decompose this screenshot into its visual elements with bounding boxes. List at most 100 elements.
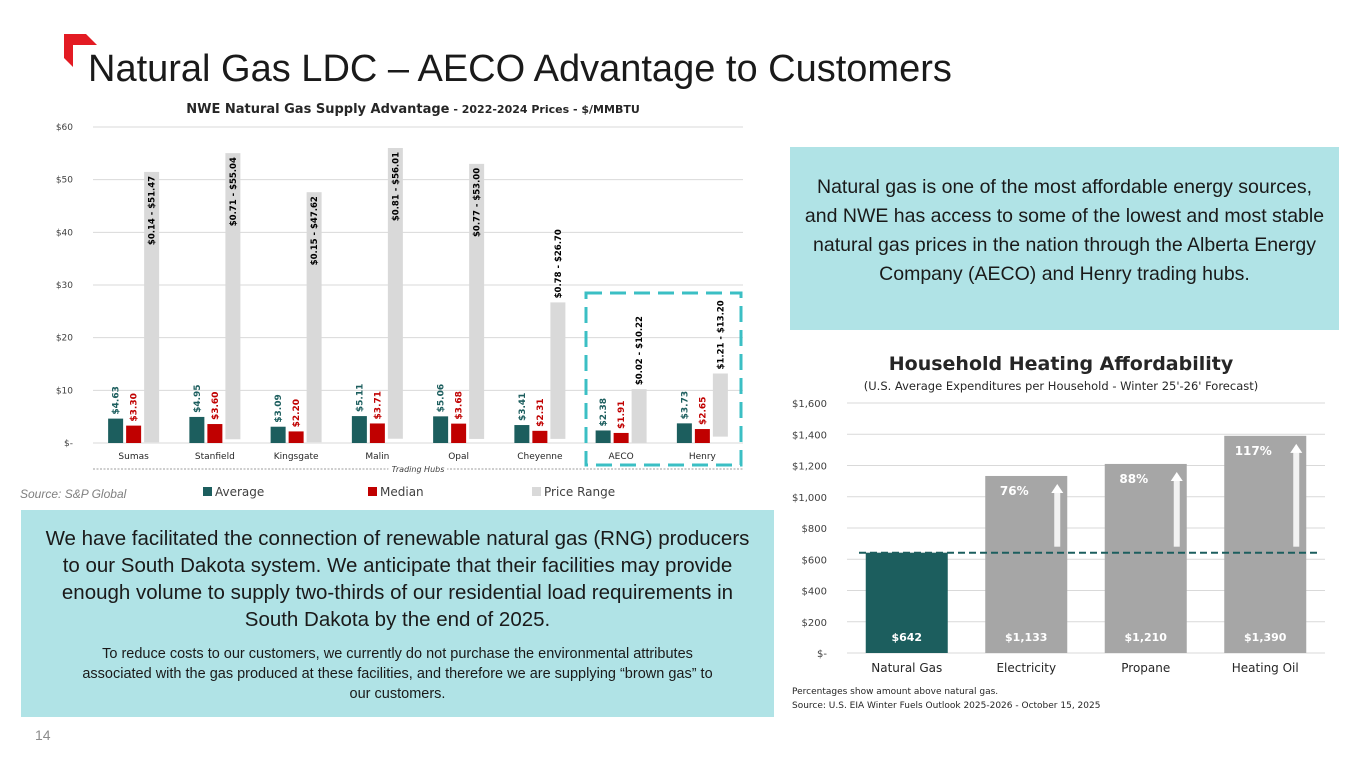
chart2-bar xyxy=(1224,435,1307,653)
chart1-category-label: AECO xyxy=(609,452,634,462)
chart2-value-label: $1,210 xyxy=(1125,631,1168,644)
chart1-xaxis-label: Trading Hubs xyxy=(392,465,445,474)
chart1-label-price-range: $1.21 - $13.20 xyxy=(716,300,726,369)
chart2-bar xyxy=(865,552,948,653)
chart1-bar-average xyxy=(351,416,367,443)
chart1-bar-average xyxy=(108,418,124,443)
chart2-value-label: $642 xyxy=(891,631,922,644)
chart1-bar-median xyxy=(288,431,304,443)
chart1-label-price-range: $0.15 - $47.62 xyxy=(310,196,320,265)
chart1-bar-price-range xyxy=(306,192,322,443)
slide-title: Natural Gas LDC – AECO Advantage to Cust… xyxy=(88,48,952,90)
chart2-ytick-label: $800 xyxy=(802,524,827,535)
chart2-ytick-label: $1,400 xyxy=(792,430,827,441)
chart1-bar-median xyxy=(613,432,629,443)
rng-callout-panel: We have facilitated the connection of re… xyxy=(21,510,774,717)
chart1-label-average: $3.41 xyxy=(518,393,528,421)
chart1-label-median: $2.31 xyxy=(536,398,546,426)
chart2-percent-label: 117% xyxy=(1235,444,1272,458)
chart2-ytick-label: $1,600 xyxy=(792,399,827,410)
chart1-category-label: Henry xyxy=(689,452,717,462)
chart2-category-label: Natural Gas xyxy=(871,661,942,675)
chart1-bar-median xyxy=(694,429,710,443)
chart2-category-label: Heating Oil xyxy=(1232,661,1299,675)
chart2-value-label: $1,390 xyxy=(1244,631,1287,644)
chart1-legend-label: Median xyxy=(380,485,424,499)
chart1-bar-price-range xyxy=(469,163,485,439)
chart1-ytick-label: $50 xyxy=(56,176,73,186)
chart1-bar-price-range xyxy=(387,148,403,439)
heating-affordability-chart: Household Heating Affordability (U.S. Av… xyxy=(792,353,1325,711)
chart2-ytick-label: $400 xyxy=(802,587,827,598)
chart1-bar-average xyxy=(270,426,286,443)
chart1-label-price-range: $0.02 - $10.22 xyxy=(635,316,645,385)
chart1-label-price-range: $0.77 - $53.00 xyxy=(473,168,483,237)
affordability-callout-panel: Natural gas is one of the most affordabl… xyxy=(790,147,1339,330)
chart1-category-label: Cheyenne xyxy=(517,452,563,462)
chart1-label-average: $5.06 xyxy=(437,384,447,412)
chart1-legend-swatch xyxy=(203,487,212,496)
chart2-percent-label: 88% xyxy=(1119,472,1148,486)
chart1-bar-median xyxy=(126,425,142,443)
chart1-label-price-range: $0.14 - $51.47 xyxy=(148,176,158,245)
chart1-label-price-range: $0.81 - $56.01 xyxy=(391,152,401,221)
chart2-source: Source: U.S. EIA Winter Fuels Outlook 20… xyxy=(792,701,1100,711)
rng-callout-main-text: We have facilitated the connection of re… xyxy=(45,527,750,631)
chart1-bar-median xyxy=(451,423,467,443)
chart1-bar-median xyxy=(532,430,548,443)
chart1-label-average: $4.63 xyxy=(112,386,122,414)
chart1-label-average: $2.38 xyxy=(599,398,609,426)
chart2-category-label: Propane xyxy=(1121,661,1170,675)
chart2-ytick-label: $200 xyxy=(802,618,827,629)
chart2-increase-arrow-icon xyxy=(1290,443,1303,453)
chart1-bar-average xyxy=(595,430,611,443)
chart1-label-average: $3.73 xyxy=(680,391,690,419)
chart1-legend-label: Average xyxy=(215,485,264,499)
chart1-ytick-label: $- xyxy=(64,439,73,449)
chart1-label-price-range: $0.78 - $26.70 xyxy=(554,229,564,298)
chart1-legend-swatch xyxy=(532,487,541,496)
source-note: Source: S&P Global xyxy=(20,487,127,501)
chart1-bar-average xyxy=(189,416,205,443)
chart1-category-label: Stanfield xyxy=(195,452,235,462)
chart2-increase-arrow-shaft xyxy=(1054,491,1061,547)
chart1-bar-price-range xyxy=(144,171,160,443)
supply-advantage-chart: NWE Natural Gas Supply Advantage - 2022-… xyxy=(56,102,743,499)
chart2-ytick-label: $1,200 xyxy=(792,462,827,473)
chart2-increase-arrow-icon xyxy=(1051,483,1064,493)
rng-callout-note-text: To reduce costs to our customers, we cur… xyxy=(82,646,713,702)
chart1-label-median: $1.91 xyxy=(617,400,627,428)
chart2-ytick-label: $1,000 xyxy=(792,493,827,504)
chart2-increase-arrow-shaft xyxy=(1293,451,1300,547)
chart1-bar-average xyxy=(514,425,530,443)
chart1-title: NWE Natural Gas Supply Advantage - 2022-… xyxy=(186,102,640,117)
chart1-label-median: $3.60 xyxy=(211,392,221,420)
chart1-label-median: $3.68 xyxy=(455,391,465,419)
chart1-ytick-label: $40 xyxy=(56,228,73,238)
chart2-bar xyxy=(985,475,1068,653)
chart1-category-label: Opal xyxy=(448,452,469,462)
chart1-legend-label: Price Range xyxy=(544,485,615,499)
chart1-title-rest: - 2022-2024 Prices - $/MMBTU xyxy=(450,103,640,116)
chart2-footnote: Percentages show amount above natural ga… xyxy=(792,687,998,697)
aeco-henry-highlight-box xyxy=(584,291,743,467)
chart2-subtitle: (U.S. Average Expenditures per Household… xyxy=(864,379,1258,393)
chart1-ytick-label: $30 xyxy=(56,281,73,291)
chart1-bar-median xyxy=(369,423,385,443)
chart2-category-label: Electricity xyxy=(996,661,1056,675)
chart2-ytick-label: $- xyxy=(817,649,827,660)
chart1-ytick-label: $20 xyxy=(56,334,73,344)
chart1-bar-price-range xyxy=(712,373,728,437)
chart2-increase-arrow-shaft xyxy=(1173,479,1180,547)
chart1-category-label: Sumas xyxy=(118,452,149,462)
chart1-label-average: $4.95 xyxy=(193,384,203,412)
chart1-label-average: $3.09 xyxy=(274,394,284,422)
chart1-bar-price-range xyxy=(225,153,241,440)
brand-corner-logo xyxy=(64,34,97,67)
chart1-bar-price-range xyxy=(550,302,566,439)
chart1-label-median: $2.20 xyxy=(292,399,302,427)
chart2-percent-label: 76% xyxy=(1000,484,1029,498)
page-number: 14 xyxy=(35,727,51,743)
chart1-label-median: $2.65 xyxy=(698,397,708,425)
chart1-title-main: NWE Natural Gas Supply Advantage xyxy=(186,102,449,117)
